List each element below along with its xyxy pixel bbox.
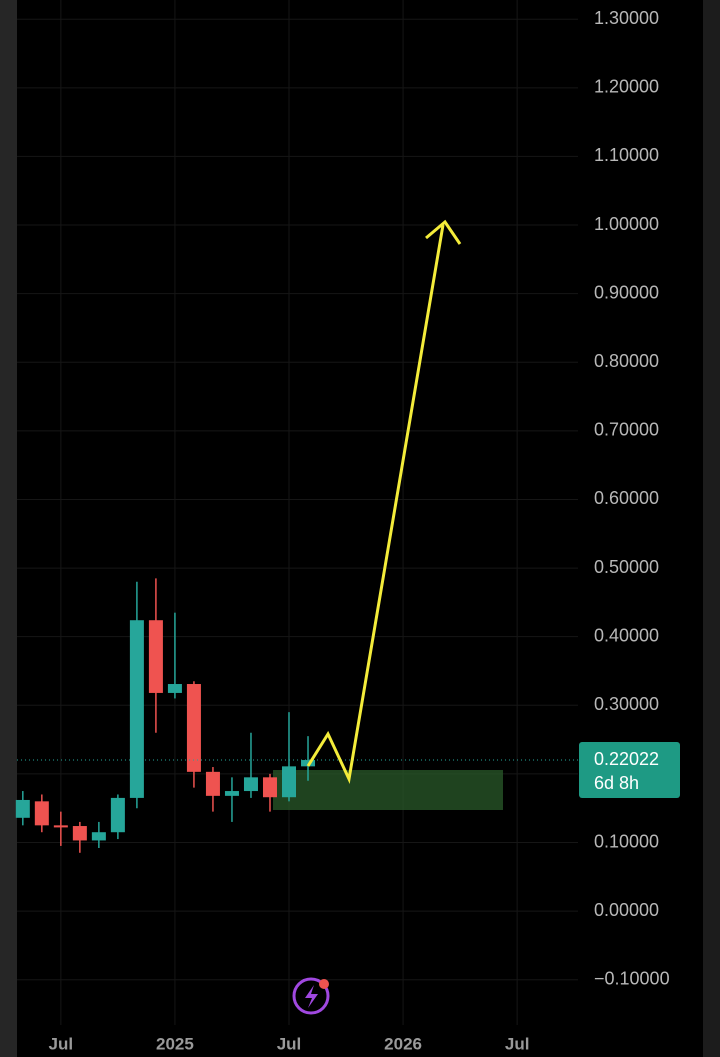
candle-body bbox=[72, 826, 87, 841]
last-price-label: 0.22022 bbox=[594, 749, 659, 769]
y-tick-label: 0.10000 bbox=[594, 831, 659, 851]
candle-body bbox=[91, 832, 106, 841]
bolt bbox=[305, 985, 318, 1008]
y-tick-label: 1.10000 bbox=[594, 145, 659, 165]
y-tick-label: 0.40000 bbox=[594, 625, 659, 645]
arrow-head bbox=[425, 219, 462, 245]
y-tick-label: 1.20000 bbox=[594, 77, 659, 97]
x-tick-label: 2026 bbox=[384, 1034, 422, 1053]
candle-body bbox=[224, 791, 239, 796]
candle-body bbox=[53, 825, 68, 828]
y-tick-label: 1.30000 bbox=[594, 8, 659, 28]
y-tick-label: 0.70000 bbox=[594, 420, 659, 440]
candle-body bbox=[186, 684, 201, 772]
candle-body bbox=[167, 684, 182, 693]
right-edge bbox=[703, 0, 720, 1057]
countdown-label: 6d 8h bbox=[594, 773, 639, 793]
left-edge bbox=[0, 0, 17, 1057]
candle-body bbox=[148, 620, 163, 693]
x-tick-label: Jul bbox=[277, 1034, 302, 1053]
y-tick-label: 0.00000 bbox=[594, 900, 659, 920]
y-tick-label: −0.10000 bbox=[594, 968, 670, 988]
candles bbox=[15, 578, 578, 853]
candle-body bbox=[15, 799, 30, 818]
candle-body bbox=[110, 797, 125, 833]
candle-body bbox=[129, 620, 144, 798]
candle-body bbox=[243, 777, 258, 792]
y-tick-label: 0.90000 bbox=[594, 282, 659, 302]
support-zone bbox=[273, 770, 503, 810]
candle-body bbox=[282, 766, 296, 798]
candle-body bbox=[262, 777, 277, 798]
x-tick-label: Jul bbox=[505, 1034, 530, 1053]
projection-arrow bbox=[306, 224, 445, 784]
candle-body bbox=[205, 771, 220, 796]
axis-labels: −0.100000.000000.100000.200000.300000.40… bbox=[49, 8, 680, 1053]
alert-icon[interactable] bbox=[292, 977, 330, 1015]
x-tick-label: 2025 bbox=[156, 1034, 194, 1053]
y-tick-label: 0.60000 bbox=[594, 488, 659, 508]
y-tick-label: 1.00000 bbox=[594, 214, 659, 234]
y-tick-label: 0.30000 bbox=[594, 694, 659, 714]
alert-dot bbox=[319, 979, 329, 989]
y-tick-label: 0.50000 bbox=[594, 557, 659, 577]
last-price-box bbox=[579, 742, 680, 799]
grid bbox=[17, 0, 578, 1025]
y-tick-label: 0.80000 bbox=[594, 351, 659, 371]
candle-body bbox=[34, 801, 49, 826]
x-tick-label: Jul bbox=[49, 1034, 74, 1053]
